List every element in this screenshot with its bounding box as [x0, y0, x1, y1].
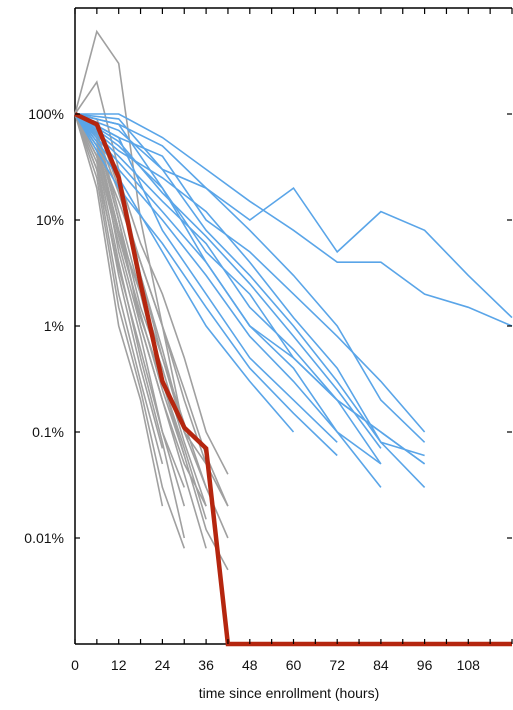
y-tick-label-2: 1% [44, 318, 64, 334]
x-tick-label-9: 108 [457, 657, 481, 673]
x-tick-label-0: 0 [71, 657, 79, 673]
blue-series-group [74, 113, 513, 488]
blue-series-line-13 [74, 113, 382, 449]
y-tick-label-3: 0.1% [32, 424, 64, 440]
x-tick-label-6: 72 [329, 657, 345, 673]
blue-series-line-6 [74, 113, 426, 443]
gray-series-line-11 [74, 113, 207, 549]
x-tick-label-5: 60 [286, 657, 302, 673]
x-tick-label-2: 24 [155, 657, 171, 673]
blue-series-line-5 [74, 113, 382, 465]
blue-series-line-12 [74, 113, 426, 465]
x-tick-label-3: 36 [198, 657, 214, 673]
gray-series-line-19 [74, 113, 186, 488]
x-tick-label-7: 84 [373, 657, 389, 673]
blue-series-line-7 [74, 113, 382, 465]
gray-series-line-13 [74, 113, 164, 449]
blue-series-line-14 [74, 113, 295, 433]
blue-series-line-1 [74, 113, 513, 319]
blue-series-line-0 [75, 113, 513, 327]
gray-series-group [74, 29, 229, 571]
gray-series-line-15 [74, 113, 186, 549]
gray-series-line-17 [74, 113, 229, 571]
x-axis-title: time since enrollment (hours) [199, 685, 380, 701]
blue-series-line-8 [74, 113, 338, 443]
blue-series-line-3 [74, 113, 426, 465]
y-tick-label-0: 100% [28, 106, 64, 122]
highlight-series-group [74, 111, 512, 647]
x-axis-ticks: 0 12 24 36 48 60 72 84 96 108 [71, 8, 513, 673]
highlight-series-line [74, 111, 512, 647]
y-axis-ticks: 100% 10% 1% 0.1% 0.01% [24, 106, 512, 546]
x-tick-label-1: 12 [111, 657, 127, 673]
gray-series-line-16 [74, 113, 207, 520]
x-tick-label-8: 96 [417, 657, 433, 673]
y-tick-label-1: 10% [36, 212, 64, 228]
y-tick-label-4: 0.01% [24, 530, 64, 546]
x-tick-label-4: 48 [242, 657, 258, 673]
gray-series-line-9 [74, 113, 164, 507]
